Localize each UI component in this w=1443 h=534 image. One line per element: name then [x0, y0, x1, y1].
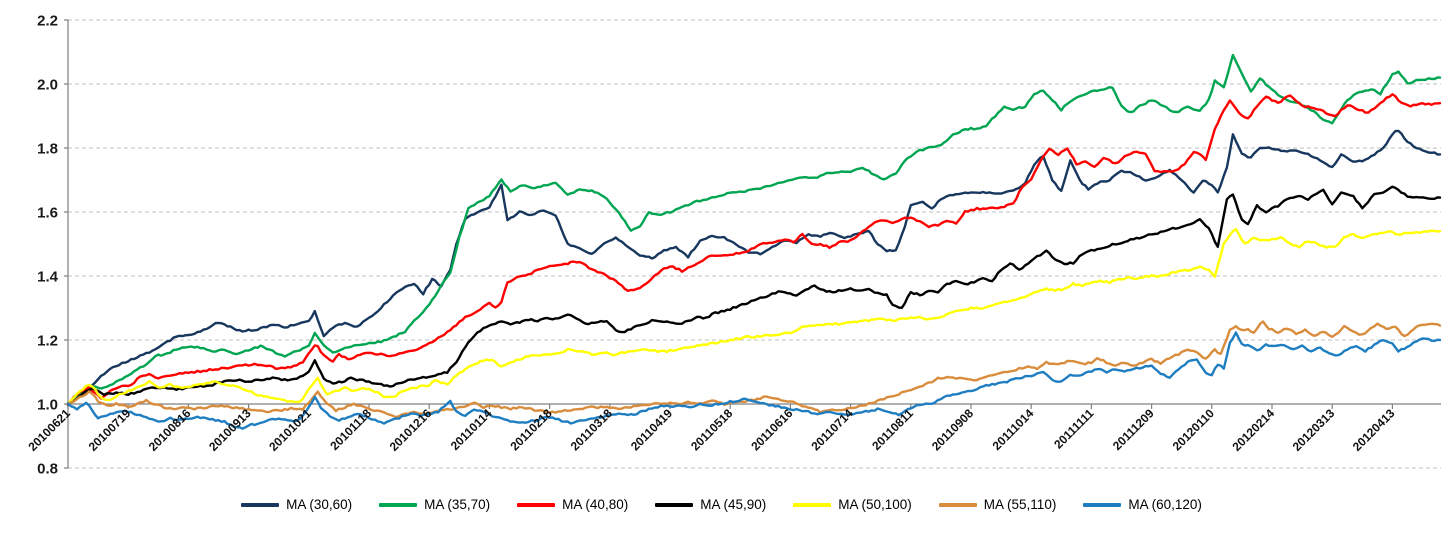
series-line	[66, 129, 1442, 407]
x-tick-label: 20110318	[568, 406, 615, 453]
legend-label: MA (35,70)	[424, 497, 491, 512]
legend-item-ma-50-100-: MA (50,100)	[793, 497, 912, 512]
series-line	[66, 331, 1442, 430]
legend-label: MA (45,90)	[700, 497, 767, 512]
legend-item-ma-45-90-: MA (45,90)	[655, 497, 766, 512]
y-tick-label: 1.8	[37, 141, 58, 158]
x-tick-label: 20100816	[146, 406, 194, 454]
legend-line-swatch	[793, 502, 832, 507]
series-line	[66, 53, 1442, 405]
series-line	[66, 227, 1442, 405]
legend-label: MA (60,120)	[1128, 497, 1202, 512]
x-tick-label: 20110616	[748, 406, 795, 453]
x-tick-label: 20101118	[327, 406, 374, 453]
x-tick-label: 20120110	[1170, 406, 1217, 453]
x-tick-label: 20120313	[1290, 406, 1338, 454]
series-line	[66, 320, 1442, 419]
x-tick-label: 20100913	[206, 406, 254, 454]
legend-item-ma-60-120-: MA (60,120)	[1083, 497, 1202, 512]
legend-item-ma-30-60-: MA (30,60)	[241, 497, 352, 512]
series-line	[66, 93, 1442, 406]
legend-label: MA (50,100)	[838, 497, 912, 512]
x-tick-label: 20110218	[508, 406, 555, 453]
legend-line-swatch	[938, 502, 977, 507]
y-tick-label: 1.4	[37, 269, 59, 286]
x-tick-label: 20120413	[1350, 406, 1398, 454]
y-tick-label: 1.6	[37, 205, 58, 222]
legend-line-swatch	[517, 502, 556, 507]
x-tick-label: 20110908	[929, 406, 976, 453]
legend-line-swatch	[1083, 502, 1122, 507]
x-tick-label: 20110114	[448, 406, 495, 453]
legend-item-ma-40-80-: MA (40,80)	[517, 497, 628, 512]
x-tick-label: 20120214	[1229, 406, 1277, 454]
legend-label: MA (30,60)	[286, 497, 353, 512]
y-tick-label: 2.0	[37, 77, 58, 94]
legend-line-swatch	[379, 502, 418, 507]
x-tick-label: 20111111	[1051, 406, 1097, 452]
legend-label: MA (40,80)	[562, 497, 629, 512]
legend-line-swatch	[241, 502, 280, 507]
series-line	[66, 185, 1442, 405]
x-tick-label: 20110419	[628, 406, 675, 453]
y-tick-label: 1.0	[37, 397, 58, 414]
x-tick-label: 20101021	[266, 406, 314, 454]
x-tick-label: 20111209	[1110, 406, 1157, 453]
x-tick-label: 20110518	[688, 406, 735, 453]
y-tick-label: 0.8	[37, 461, 58, 478]
x-tick-label: 20111014	[990, 406, 1037, 453]
y-tick-label: 2.2	[37, 13, 58, 30]
legend-item-ma-35-70-: MA (35,70)	[379, 497, 490, 512]
legend-line-swatch	[655, 502, 694, 507]
legend-label: MA (55,110)	[983, 497, 1057, 512]
legend-item-ma-55-110-: MA (55,110)	[938, 497, 1057, 512]
y-tick-label: 1.2	[37, 333, 58, 350]
chart-legend: MA (30,60) MA (35,70) MA (40,80) MA (45,90)…	[0, 497, 1443, 512]
